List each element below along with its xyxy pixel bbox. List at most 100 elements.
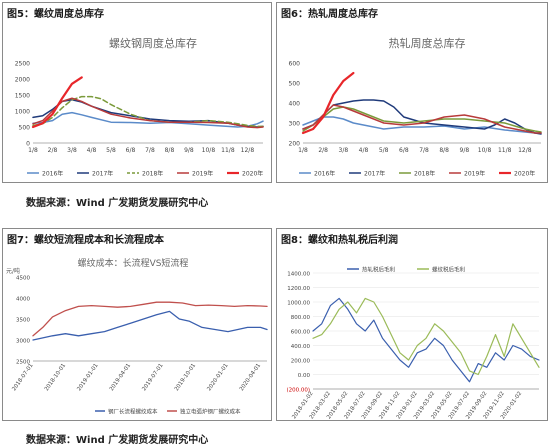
y-tick-label: 3000 [16,339,30,345]
chart-title: 螺纹成本：长流程VS短流程 [78,257,189,269]
figure-6-panel-title: 图6：热轧周度总库存 [281,9,378,20]
y-tick-label: 4500 [16,276,30,282]
series-line [32,301,268,337]
legend-label: 2018年 [142,170,163,178]
x-tick-label: 2020-01-01 [206,363,229,393]
series-line [32,95,264,128]
legend-label: 钢厂长流程螺纹成本 [108,408,158,416]
x-tick-label: 6/8 [126,147,136,154]
y-tick-label: 2000 [15,77,30,84]
series-line [302,99,542,135]
figure-6-panel: 图6：热轧周度总库存 热轧周度总库存 200 300 400 500 600 1/8 2/8 3… [276,2,548,183]
x-tick-label: 10/8 [478,147,492,154]
figure-5-chart: 螺纹钢周度总库存 0 500 1000 1500 2000 2500 1/8 2/8 3/8 4/8… [15,36,264,178]
x-tick-label: 5/8 [379,147,389,154]
x-tick-label: 2/8 [48,147,58,154]
x-tick-label: 9/8 [460,147,470,154]
x-tick-label: 2019-01-01 [76,363,99,393]
x-tick-label: 11/8 [498,147,512,154]
y-tick-label: 4000 [16,297,30,303]
y-tick-label: 600 [289,61,301,68]
x-tick-label: 8/8 [165,147,175,154]
series-line [302,106,542,133]
legend-label: 热轧税后毛利 [362,266,395,274]
source-note-top: 数据来源：Wind 广发期货发展研究中心 [26,198,209,209]
x-tick-label: 7/8 [145,147,155,154]
x-tick-label: 4/8 [359,147,369,154]
chart-title: 螺纹钢周度总库存 [109,36,197,50]
series-line [312,297,540,376]
legend-label: 2020年 [242,170,263,178]
y-tick-label: 500 [19,125,31,132]
y-tick-label: 2500 [16,360,30,366]
x-tick-label: 6/8 [399,147,409,154]
series-line [302,104,542,134]
y-tick-label: 500 [289,81,301,88]
x-tick-label: 9/8 [184,147,194,154]
series-line [301,71,355,135]
y-tick-label: 2500 [15,61,30,68]
y-tick-label: 0.00 [298,373,311,379]
series-line [302,116,542,134]
x-tick-label: 8/8 [439,147,449,154]
x-tick-label: 3/8 [67,147,77,154]
legend-label: 独立电弧炉钢厂螺纹成本 [180,408,241,416]
figure-7-panel-title: 图7：螺纹短流程成本和长流程成本 [7,235,164,246]
series-line [31,76,83,129]
source-note-bottom: 数据来源：Wind 广发期货发展研究中心 [26,435,209,446]
x-tick-label: 2019-10-01 [174,363,197,393]
x-tick-label: 12/8 [241,147,255,154]
y-tick-label: 800.00 [291,315,311,321]
y-tick-label: 3500 [16,318,30,324]
figure-5-panel-title: 图5：螺纹周度总库存 [7,9,104,20]
legend-label: 2019年 [464,170,485,178]
series-line [32,97,264,129]
y-tick-label: 400 [289,101,301,108]
y-tick-label: (200.00) [286,388,310,394]
x-tick-label: 1/8 [28,147,38,154]
x-tick-label: 2018-07-01 [11,363,34,393]
y-tick-label: 200 [289,141,301,148]
figure-5-panel: 图5：螺纹周度总库存 螺纹钢周度总库存 0 500 1000 1500 2000 2500 1… [2,2,272,183]
x-tick-label: 12/8 [518,147,532,154]
legend-label: 2019年 [192,170,213,178]
legend-label: 2017年 [92,170,113,178]
legend-label: 2018年 [414,170,435,178]
x-tick-label: 2019-07-01 [141,363,164,393]
figure-7-panel: 图7：螺纹短流程成本和长流程成本 螺纹成本：长流程VS短流程元/吨 2500 300… [2,228,272,421]
series-line [32,111,264,128]
x-tick-label: 10/8 [202,147,216,154]
y-tick-label: 1000 [15,109,30,116]
legend-label: 2020年 [514,170,535,178]
y-tick-label: 0 [26,141,30,148]
x-tick-label: 7/8 [419,147,429,154]
y-tick-label: 1000.00 [287,301,310,307]
series-line [312,297,540,383]
chart-title: 热轧周度总库存 [389,36,466,50]
y-unit-label: 元/吨 [6,267,20,275]
figure-8-panel-title: 图8：螺纹和热轧税后利润 [281,235,398,246]
figure-8-chart: (200.00) 0.00 200.00 400.00 600.00 800.00 1000… [286,266,540,420]
x-tick-label: 5/8 [106,147,116,154]
legend-label: 2016年 [42,170,63,178]
legend-label: 2016年 [314,170,335,178]
y-tick-label: 600.00 [291,330,311,336]
y-tick-label: 400.00 [291,344,311,350]
series-line [32,310,268,341]
x-tick-label: 2/8 [318,147,328,154]
y-tick-label: 200.00 [291,359,311,365]
legend-label: 2017年 [364,170,385,178]
x-tick-label: 11/8 [221,147,235,154]
y-tick-label: 300 [289,121,301,128]
x-tick-label: 2018-10-01 [44,363,67,393]
x-tick-label: 2020-04-01 [239,363,262,393]
x-tick-label: 3/8 [339,147,349,154]
y-tick-label: 1400.00 [287,272,310,278]
legend-label: 螺纹税后毛利 [432,266,465,274]
y-tick-label: 1200.00 [287,286,310,292]
x-tick-label: 4/8 [87,147,97,154]
x-tick-label: 1/8 [298,147,308,154]
x-tick-label: 2019-04-01 [109,363,132,393]
figure-6-chart: 热轧周度总库存 200 300 400 500 600 1/8 2/8 3/8 4/8 5/8 6/8… [289,36,542,178]
